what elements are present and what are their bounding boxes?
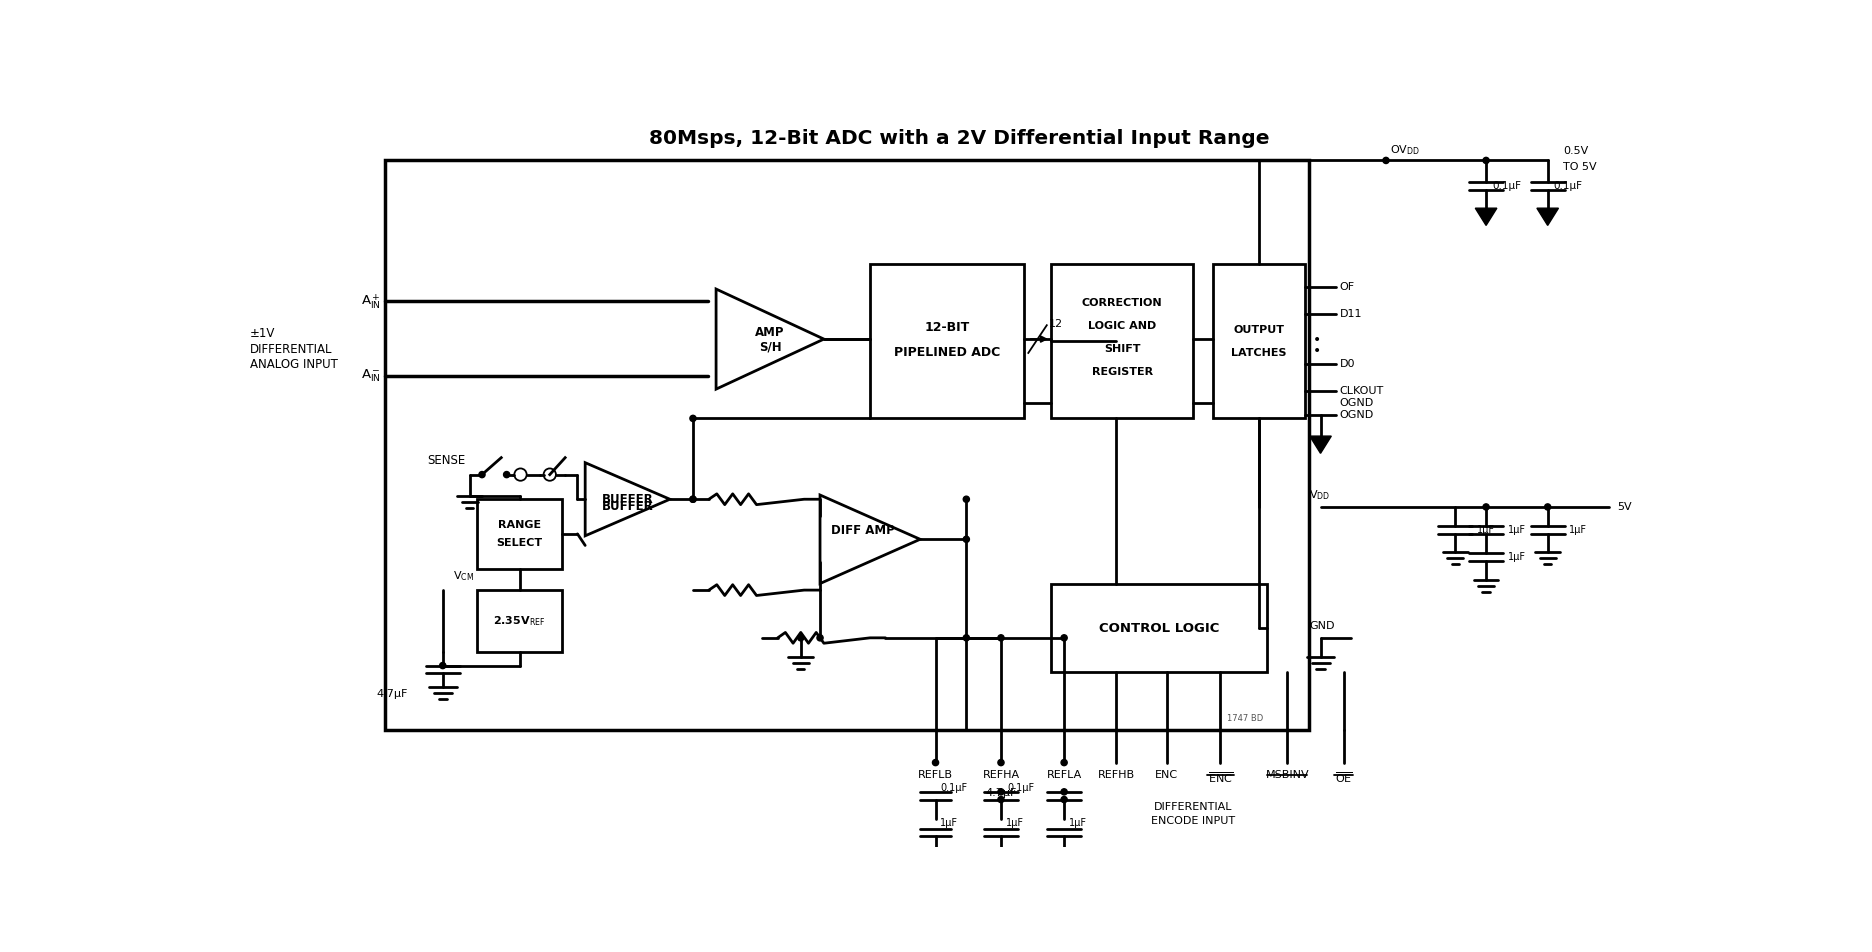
Circle shape: [964, 496, 970, 503]
Circle shape: [998, 635, 1003, 641]
Text: OUTPUT: OUTPUT: [1234, 325, 1284, 335]
Text: •: •: [1312, 344, 1322, 358]
Text: 1747 BD: 1747 BD: [1226, 714, 1264, 724]
Text: AMP: AMP: [754, 327, 784, 340]
Text: A$_{\mathsf{IN}}^+$: A$_{\mathsf{IN}}^+$: [361, 292, 382, 310]
Polygon shape: [1310, 436, 1331, 453]
Text: RANGE: RANGE: [498, 520, 541, 529]
Text: SHIFT: SHIFT: [1104, 344, 1140, 354]
Bar: [1213, 265, 1305, 418]
Text: 0.1µF: 0.1µF: [1492, 181, 1522, 190]
Text: BUFFER: BUFFER: [601, 493, 653, 506]
Bar: [1050, 265, 1194, 418]
Text: A$_{\mathsf{IN}}^-$: A$_{\mathsf{IN}}^-$: [361, 367, 382, 385]
Text: 80Msps, 12-Bit ADC with a 2V Differential Input Range: 80Msps, 12-Bit ADC with a 2V Differentia…: [650, 129, 1269, 149]
Text: OV$_{\mathsf{DD}}$: OV$_{\mathsf{DD}}$: [1389, 143, 1419, 156]
Circle shape: [1544, 504, 1550, 510]
Circle shape: [691, 496, 696, 503]
Text: CORRECTION: CORRECTION: [1082, 298, 1163, 307]
Text: PIPELINED ADC: PIPELINED ADC: [895, 347, 1000, 360]
Text: TO 5V: TO 5V: [1563, 162, 1597, 171]
Text: 4.7µF: 4.7µF: [376, 689, 408, 699]
Circle shape: [440, 663, 446, 668]
Bar: [477, 590, 562, 652]
Text: REFHB: REFHB: [1097, 770, 1134, 781]
Text: V$_{\mathsf{DD}}$: V$_{\mathsf{DD}}$: [1309, 488, 1331, 503]
Circle shape: [1483, 504, 1488, 510]
Text: 1µF: 1µF: [1069, 818, 1088, 827]
Circle shape: [1383, 157, 1389, 164]
Text: 5V: 5V: [1617, 502, 1632, 512]
Text: ANALOG INPUT: ANALOG INPUT: [251, 358, 339, 371]
Text: DIFF AMP: DIFF AMP: [831, 524, 895, 537]
Circle shape: [504, 471, 509, 478]
Circle shape: [964, 635, 970, 641]
Text: 1µF: 1µF: [940, 818, 958, 827]
Text: 0.1µF: 0.1µF: [940, 783, 968, 793]
Text: DIFFERENTIAL: DIFFERENTIAL: [1155, 803, 1234, 812]
Text: DIFFERENTIAL: DIFFERENTIAL: [251, 343, 333, 356]
Text: $\overline{\mathsf{ENC}}$: $\overline{\mathsf{ENC}}$: [1207, 770, 1234, 784]
Bar: [477, 499, 562, 568]
Text: SELECT: SELECT: [496, 538, 543, 548]
Text: OGND: OGND: [1340, 409, 1374, 420]
Bar: [1050, 584, 1267, 672]
Circle shape: [797, 635, 803, 641]
Text: 12-BIT: 12-BIT: [925, 321, 970, 334]
Text: 0.1µF: 0.1µF: [1007, 783, 1035, 793]
Text: 2.35V$_{\mathsf{REF}}$: 2.35V$_{\mathsf{REF}}$: [494, 614, 547, 627]
Text: BUFFER: BUFFER: [601, 501, 653, 513]
Circle shape: [1061, 789, 1067, 795]
Circle shape: [691, 496, 696, 503]
Circle shape: [479, 471, 485, 478]
Polygon shape: [1537, 208, 1559, 226]
Text: V$_{\mathsf{CM}}$: V$_{\mathsf{CM}}$: [453, 569, 474, 584]
Text: REFHA: REFHA: [983, 770, 1020, 781]
Bar: [386, 161, 1309, 730]
Circle shape: [964, 536, 970, 543]
Circle shape: [1061, 635, 1067, 641]
Text: CONTROL LOGIC: CONTROL LOGIC: [1099, 622, 1219, 635]
Text: 1µF: 1µF: [1477, 526, 1496, 535]
Text: $\overline{\mathsf{OE}}$: $\overline{\mathsf{OE}}$: [1335, 770, 1353, 784]
Circle shape: [998, 789, 1003, 795]
Text: 1µF: 1µF: [1005, 818, 1024, 827]
Text: REGISTER: REGISTER: [1091, 367, 1153, 377]
Text: D11: D11: [1340, 309, 1363, 320]
Circle shape: [691, 415, 696, 422]
Text: 4.7µF: 4.7µF: [985, 788, 1016, 798]
Text: 1µF: 1µF: [1507, 526, 1526, 535]
Text: 1µF: 1µF: [1507, 552, 1526, 562]
Text: SENSE: SENSE: [427, 454, 466, 467]
Text: REFLB: REFLB: [917, 770, 953, 781]
Text: LATCHES: LATCHES: [1232, 347, 1286, 358]
Text: 0.5V: 0.5V: [1563, 147, 1587, 156]
Text: GND: GND: [1309, 622, 1335, 631]
Polygon shape: [1475, 208, 1498, 226]
Text: ENCODE INPUT: ENCODE INPUT: [1151, 816, 1236, 826]
Text: OF: OF: [1340, 283, 1355, 292]
Text: ±1V: ±1V: [251, 327, 275, 340]
Text: D0: D0: [1340, 360, 1355, 369]
Text: 12: 12: [1048, 319, 1063, 328]
Text: REFLA: REFLA: [1046, 770, 1082, 781]
Circle shape: [1061, 760, 1067, 765]
Text: 0.1µF: 0.1µF: [1554, 181, 1584, 190]
Bar: [870, 265, 1024, 418]
Circle shape: [816, 635, 824, 641]
Circle shape: [932, 760, 938, 765]
Text: MSBINV: MSBINV: [1265, 770, 1309, 781]
Circle shape: [998, 797, 1003, 803]
Circle shape: [1483, 157, 1488, 164]
Circle shape: [998, 760, 1003, 765]
Text: LOGIC AND: LOGIC AND: [1088, 321, 1157, 331]
Circle shape: [1061, 797, 1067, 803]
Text: •: •: [1312, 333, 1322, 347]
Text: ENC: ENC: [1155, 770, 1177, 781]
Text: CLKOUT: CLKOUT: [1340, 387, 1383, 396]
Text: S/H: S/H: [758, 340, 781, 353]
Text: 1µF: 1µF: [1569, 526, 1587, 535]
Text: OGND: OGND: [1340, 398, 1374, 408]
